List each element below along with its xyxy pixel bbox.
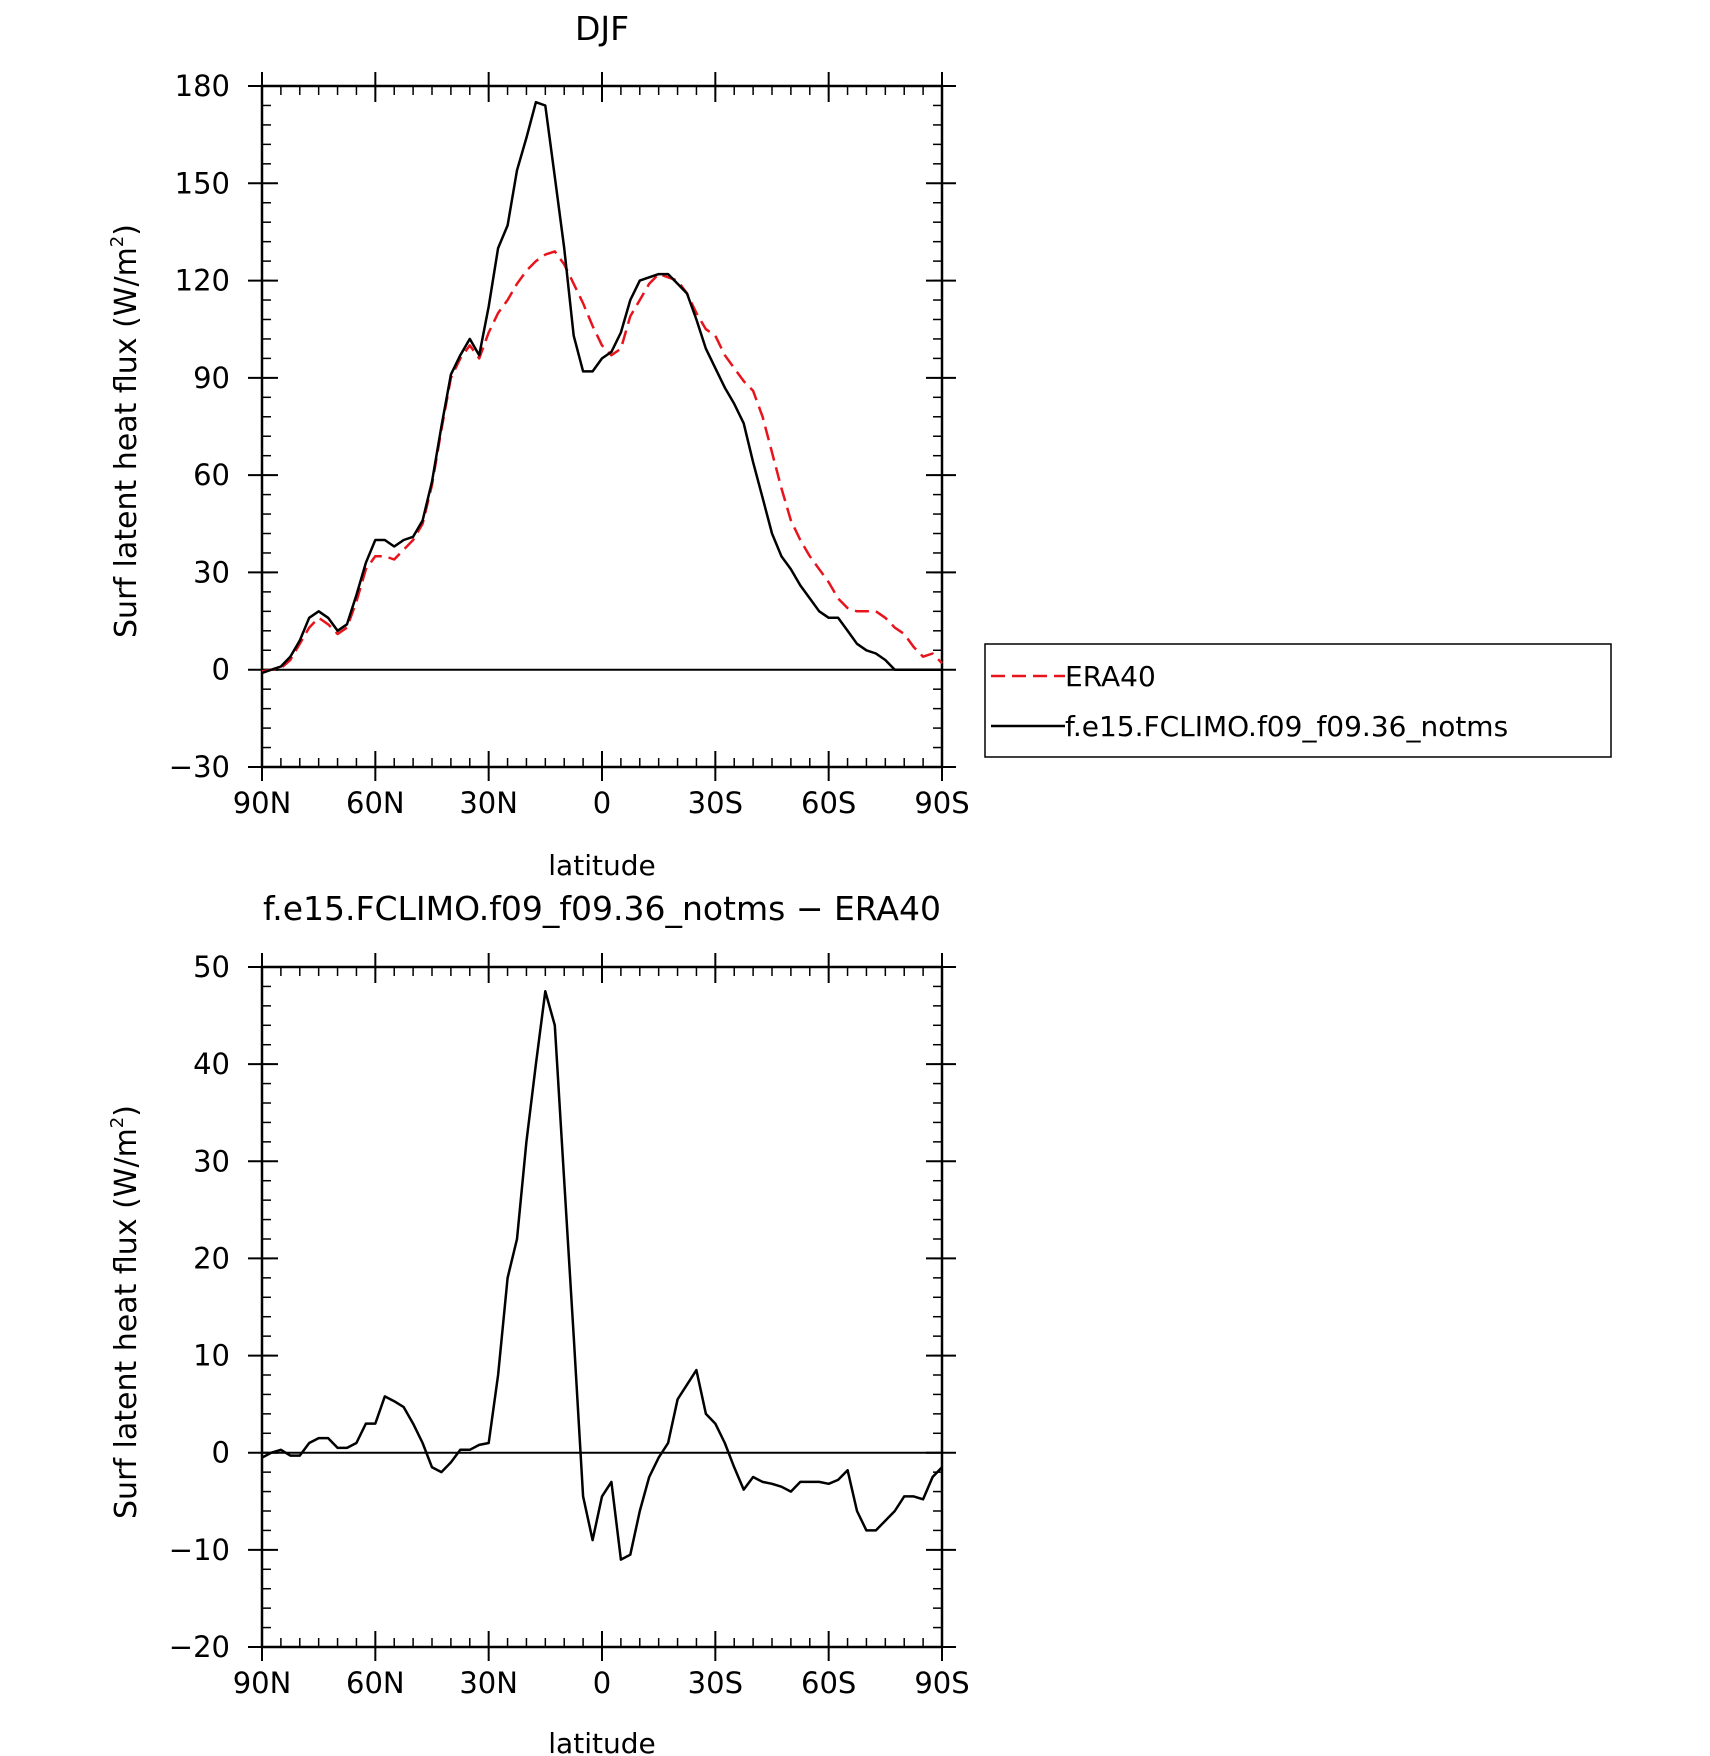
y-tick-label: 0 (212, 653, 230, 687)
plot-frame (260, 84, 944, 769)
lines-group (261, 990, 943, 1561)
x-tick-label: 30N (459, 1666, 518, 1700)
legend-box (984, 643, 1612, 758)
y-tick-label: 90 (193, 361, 230, 395)
x-tick-label: 30S (688, 786, 743, 820)
series-line-f-e15-fclimo-f09-f09-36-notms (261, 100, 942, 675)
x-tick-label: 60N (346, 1666, 405, 1700)
axes-group: −30 0 30 60 90 120 150 180 90N 60N 30N 0 30S 60S 90S (169, 69, 970, 820)
x-tick-label: 0 (593, 1666, 611, 1700)
y-tick-label: 60 (193, 458, 230, 492)
plot-frame (260, 965, 944, 1649)
x-tick-label: 60S (801, 786, 856, 820)
y-tick-label: 40 (193, 1047, 230, 1081)
series-line-difference (261, 990, 943, 1561)
x-tick-label: 30N (459, 786, 518, 820)
x-tick-label: 60S (801, 1666, 856, 1700)
y-tick-label: 180 (175, 69, 230, 103)
legend-label-model: f.e15.FCLIMO.f09_f09.36_notms (1065, 710, 1508, 743)
y-tick-label: −30 (169, 750, 230, 784)
y-tick-label: 30 (193, 1144, 230, 1178)
x-tick-label: 90S (914, 786, 969, 820)
x-tick-label: 0 (593, 786, 611, 820)
chart-top-djf: DJF −30 0 30 60 90 120 150 180 90N 60N 30N 0 30S 60S 9… (107, 9, 1612, 882)
y-tick-label: 0 (212, 1436, 230, 1470)
y-axis-label: Surf latent heat flux (W/m2) (107, 1105, 144, 1519)
y-tick-label: 150 (175, 166, 230, 200)
y-tick-label: 30 (193, 555, 230, 589)
legend-label-era40: ERA40 (1065, 660, 1156, 693)
x-axis-label: latitude (548, 1727, 655, 1756)
series-line-era40 (261, 250, 943, 673)
x-tick-label: 30S (688, 1666, 743, 1700)
x-tick-label: 90N (233, 1666, 292, 1700)
chart-title: DJF (575, 9, 629, 48)
y-tick-label: 10 (193, 1339, 230, 1373)
axes-group: −20 −10 0 10 20 30 40 50 90N 60N 30N 0 30S 60S 90S (169, 950, 970, 1700)
y-tick-label: −10 (169, 1533, 230, 1567)
x-tick-label: 90S (914, 1666, 969, 1700)
x-tick-label: 90N (233, 786, 292, 820)
x-axis-label: latitude (548, 849, 655, 882)
y-tick-label: −20 (169, 1630, 230, 1664)
x-tick-label: 60N (346, 786, 405, 820)
y-tick-label: 50 (193, 950, 230, 984)
legend: ERA40 f.e15.FCLIMO.f09_f09.36_notms (984, 643, 1612, 758)
chart-title: f.e15.FCLIMO.f09_f09.36_notms − ERA40 (263, 889, 941, 928)
y-axis-label: Surf latent heat flux (W/m2) (107, 224, 144, 638)
chart-bottom-difference: f.e15.FCLIMO.f09_f09.36_notms − ERA40 −2… (107, 889, 970, 1756)
y-tick-label: 120 (175, 264, 230, 298)
y-tick-label: 20 (193, 1241, 230, 1275)
lines-group (261, 100, 943, 675)
